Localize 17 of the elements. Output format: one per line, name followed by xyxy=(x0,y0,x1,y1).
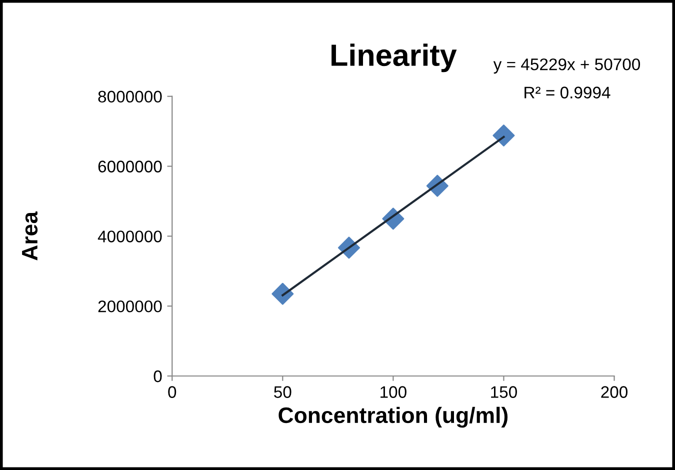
x-tick-label: 50 xyxy=(274,386,292,398)
y-tick-label: 8000000 xyxy=(98,90,162,103)
y-tick-label: 2000000 xyxy=(98,300,162,312)
point xyxy=(492,124,515,146)
chart-title: Linearity xyxy=(332,44,457,72)
x-axis-title: Concentration (ug/ml) xyxy=(278,406,508,428)
y-tick-label: 6000000 xyxy=(98,160,162,172)
y-tick-label: 0 xyxy=(154,370,162,382)
x-tick-label: 150 xyxy=(491,386,517,398)
text: y = 45229x + 50700 xyxy=(493,58,640,74)
x-tick-label: 100 xyxy=(380,386,406,398)
y-tick-label: 4000000 xyxy=(98,230,162,242)
x-tick-label: 200 xyxy=(601,386,628,398)
x-tick-label: 0 xyxy=(168,386,176,398)
point xyxy=(272,282,294,305)
y-axis-title: Area xyxy=(22,211,38,260)
annotation: R² = 0.9994 xyxy=(524,86,610,98)
